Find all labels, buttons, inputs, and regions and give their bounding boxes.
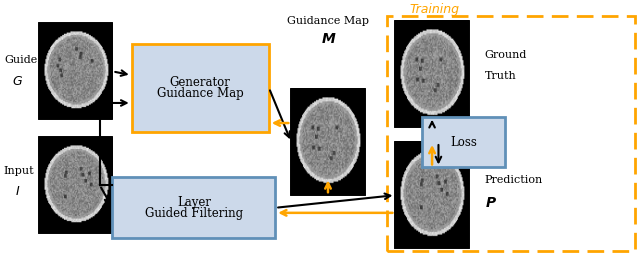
Bar xyxy=(39,23,113,119)
Text: Ground: Ground xyxy=(484,50,527,60)
Bar xyxy=(39,137,113,233)
Text: Guide: Guide xyxy=(4,55,37,65)
Text: $G$: $G$ xyxy=(12,75,23,88)
Text: Prediction: Prediction xyxy=(484,175,543,185)
Text: Truth: Truth xyxy=(484,71,516,81)
Bar xyxy=(396,142,468,248)
Text: $\boldsymbol{P}$: $\boldsymbol{P}$ xyxy=(484,196,497,210)
Bar xyxy=(396,21,468,127)
Text: $I$: $I$ xyxy=(15,185,20,198)
Text: Guidance Map: Guidance Map xyxy=(287,16,369,26)
Bar xyxy=(113,177,275,238)
Text: $\boldsymbol{M}$: $\boldsymbol{M}$ xyxy=(321,32,336,46)
Bar xyxy=(39,137,113,233)
Bar xyxy=(387,16,635,251)
Bar xyxy=(396,142,468,248)
Bar xyxy=(39,23,113,119)
Bar xyxy=(396,21,468,127)
Text: Layer: Layer xyxy=(177,196,211,209)
Text: Training: Training xyxy=(410,3,460,16)
Bar xyxy=(291,89,365,195)
Text: Guidance Map: Guidance Map xyxy=(157,87,244,100)
Text: Guided Filtering: Guided Filtering xyxy=(145,207,243,220)
Bar xyxy=(291,89,365,195)
Text: Input: Input xyxy=(4,166,35,176)
Text: Generator: Generator xyxy=(170,76,230,89)
Bar xyxy=(422,117,505,167)
Bar xyxy=(132,44,269,132)
Text: Loss: Loss xyxy=(451,136,477,149)
